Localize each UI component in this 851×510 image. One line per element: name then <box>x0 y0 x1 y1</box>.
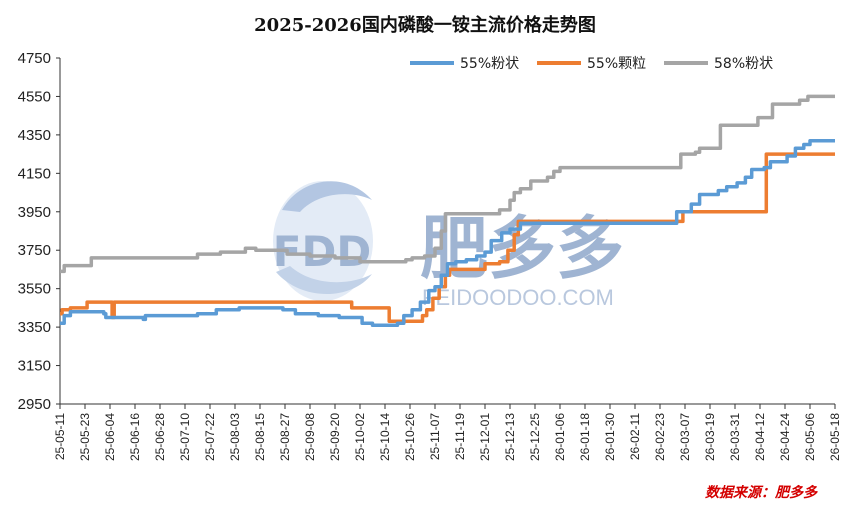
y-tick-label: 3150 <box>18 358 51 375</box>
x-tick-label: 25-06-16 <box>128 413 142 461</box>
x-tick-label: 26-03-19 <box>703 413 717 461</box>
legend-label-2: 58%粉状 <box>714 56 773 72</box>
x-tick-label: 25-10-26 <box>403 413 417 461</box>
x-tick-label: 25-08-15 <box>253 413 267 461</box>
legend-label-1: 55%颗粒 <box>587 56 646 72</box>
x-tick-label: 25-06-04 <box>103 413 117 461</box>
x-tick-label: 26-04-12 <box>753 413 767 461</box>
y-tick-label: 3350 <box>18 319 51 336</box>
x-tick-label: 26-03-31 <box>728 413 742 461</box>
x-tick-label: 26-05-18 <box>828 413 842 461</box>
x-tick-label: 25-11-19 <box>453 413 467 460</box>
x-tick-label: 25-07-10 <box>178 413 192 461</box>
x-axis: 25-05-11 25-05-23 25-06-04 25-06-16 25-06-28… <box>53 403 842 461</box>
x-tick-label: 25-10-02 <box>353 413 367 461</box>
watermark: FDD 肥多多 FEIDOODOO.COM <box>273 181 624 310</box>
y-tick-label: 4550 <box>18 88 51 105</box>
y-tick-label: 4150 <box>18 165 51 182</box>
x-tick-label: 25-11-07 <box>428 413 442 460</box>
x-tick-label: 25-06-28 <box>153 413 167 461</box>
source-note: 数据来源：肥多多 <box>705 484 818 501</box>
x-tick-label: 25-09-08 <box>303 413 317 461</box>
x-tick-label: 26-01-30 <box>603 413 617 461</box>
x-tick-label: 25-12-01 <box>478 413 492 461</box>
x-tick-label: 26-04-24 <box>778 413 792 461</box>
y-axis: 2950 3150 3350 3550 3750 3950 4150 4350 4550 4750 <box>18 50 61 413</box>
y-tick-label: 3750 <box>18 242 51 259</box>
chart-title: 2025-2026国内磷酸一铵主流价格走势图 <box>254 14 596 36</box>
y-tick-label: 4750 <box>18 50 51 67</box>
x-tick-label: 26-01-18 <box>578 413 592 461</box>
y-tick-label: 2950 <box>18 396 51 413</box>
x-tick-label: 26-01-06 <box>553 413 567 461</box>
x-tick-label: 25-12-13 <box>503 413 517 461</box>
x-tick-label: 26-02-23 <box>653 413 667 461</box>
x-tick-label: 25-05-11 <box>53 413 67 460</box>
x-tick-label: 26-05-06 <box>803 413 817 461</box>
y-tick-label: 3550 <box>18 281 51 298</box>
series-group <box>60 94 835 327</box>
x-tick-label: 25-08-03 <box>228 413 242 461</box>
x-tick-label: 25-12-25 <box>528 413 542 461</box>
watermark-logo-icon: FDD <box>273 181 373 301</box>
legend: 55%粉状 55%颗粒 58%粉状 <box>410 56 773 72</box>
x-tick-label: 26-02-11 <box>628 413 642 460</box>
x-tick-label: 25-10-14 <box>378 413 392 461</box>
x-tick-label: 25-09-20 <box>328 413 342 461</box>
series-line-1 <box>60 152 835 324</box>
watermark-url: FEIDOODOO.COM <box>422 285 614 310</box>
series-line-2 <box>60 94 835 274</box>
series-line-0 <box>60 138 835 327</box>
x-tick-label: 25-05-23 <box>78 413 92 461</box>
legend-label-0: 55%粉状 <box>460 56 519 72</box>
watermark-logo-text: FDD <box>273 227 371 276</box>
x-tick-label: 25-08-27 <box>278 413 292 461</box>
x-tick-label: 25-07-22 <box>203 413 217 461</box>
y-tick-label: 3950 <box>18 204 51 221</box>
x-tick-label: 26-03-07 <box>678 413 692 461</box>
y-tick-label: 4350 <box>18 127 51 144</box>
